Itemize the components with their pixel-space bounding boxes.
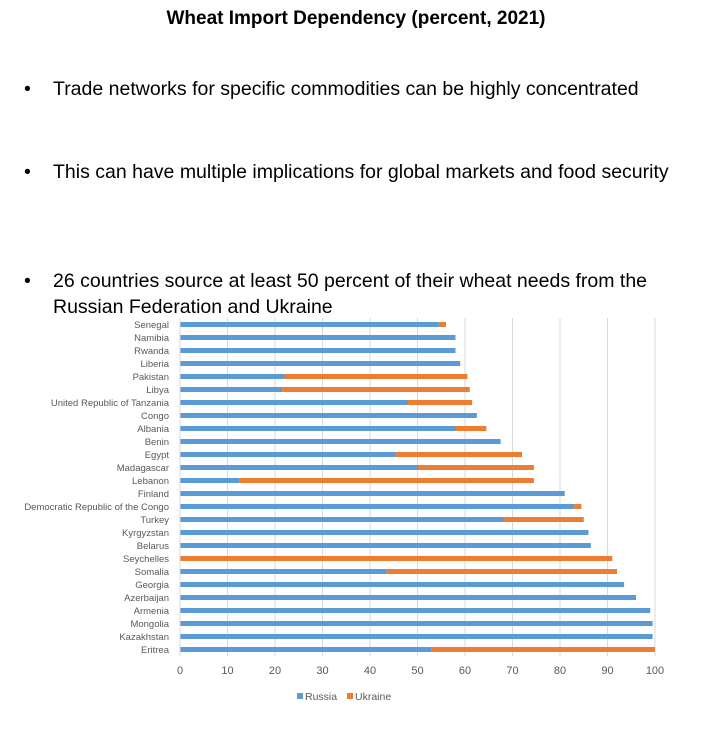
bar-russia: [180, 647, 432, 652]
bar-russia: [180, 465, 418, 470]
bar-ukraine: [396, 452, 522, 457]
bar-ukraine: [417, 465, 534, 470]
bar-russia: [180, 634, 653, 639]
bar-ukraine: [386, 569, 617, 574]
category-label: Kazakhstan: [119, 632, 169, 643]
x-tick-label: 90: [601, 665, 613, 677]
bar-ukraine: [455, 426, 487, 431]
bar-russia: [180, 491, 565, 496]
bullet-dot-icon: •: [24, 78, 31, 100]
x-tick-label: 50: [411, 665, 423, 677]
legend-swatch-ukraine: [347, 693, 353, 699]
bar-russia: [180, 400, 408, 405]
legend-label-ukraine: Ukraine: [355, 691, 391, 703]
bar-russia: [180, 543, 591, 548]
bar-ukraine: [282, 387, 470, 392]
bullet-text: This can have multiple implications for …: [53, 161, 669, 183]
category-label: Benin: [145, 437, 169, 448]
bullet-item: • 26 countries source at least 50 percent…: [22, 268, 692, 320]
category-label: Armenia: [134, 606, 170, 617]
bar-ukraine: [503, 517, 584, 522]
bar-russia: [180, 504, 575, 509]
bar-ukraine: [438, 322, 446, 327]
bar-russia: [180, 348, 456, 353]
bullet-list: • Trade networks for specific commodities…: [22, 76, 692, 318]
category-label: Turkey: [140, 515, 169, 526]
category-label: Seychelles: [123, 554, 169, 565]
category-label: Albania: [137, 424, 169, 435]
category-label: United Republic of Tanzania: [51, 398, 170, 409]
x-tick-label: 0: [177, 665, 183, 677]
bar-russia: [180, 569, 387, 574]
category-label: Madagascar: [117, 463, 169, 474]
category-label: Egypt: [145, 450, 170, 461]
bar-ukraine: [431, 647, 655, 652]
bar-russia: [180, 439, 501, 444]
category-label: Georgia: [135, 580, 170, 591]
x-tick-label: 20: [269, 665, 281, 677]
bar-russia: [180, 530, 589, 535]
bar-ukraine: [284, 374, 468, 379]
x-tick-label: 10: [221, 665, 233, 677]
bar-russia: [180, 595, 636, 600]
bullet-text: 26 countries source at least 50 percent …: [53, 270, 648, 318]
bullet-text: Trade networks for specific commodities …: [53, 78, 639, 100]
bar-russia: [180, 582, 625, 587]
category-label: Rwanda: [134, 346, 170, 357]
bar-russia: [180, 374, 285, 379]
bar-ukraine: [239, 478, 534, 483]
bar-russia: [180, 426, 456, 431]
category-label: Democratic Republic of the Congo: [24, 502, 169, 513]
bar-ukraine: [574, 504, 582, 509]
category-label: Azerbaijan: [124, 593, 169, 604]
page-title: Wheat Import Dependency (percent, 2021): [166, 8, 546, 29]
bar-ukraine: [408, 400, 473, 405]
bullet-dot-icon: •: [24, 270, 31, 292]
category-label: Congo: [141, 411, 169, 422]
x-tick-label: 60: [459, 665, 471, 677]
bullet-dot-icon: •: [24, 161, 31, 183]
bar-russia: [180, 478, 240, 483]
bar-russia: [180, 452, 397, 457]
category-label: Kyrgyzstan: [122, 528, 169, 539]
bullet-item: • This can have multiple implications for…: [22, 159, 692, 185]
bar-russia: [180, 621, 653, 626]
category-label: Senegal: [134, 320, 169, 331]
x-tick-label: 30: [316, 665, 328, 677]
category-label: Lebanon: [132, 476, 169, 487]
bullet-item: • Trade networks for specific commodities…: [22, 76, 692, 102]
x-tick-label: 100: [646, 665, 664, 677]
category-label: Eritrea: [141, 645, 170, 656]
legend-label-russia: Russia: [305, 691, 337, 703]
category-label: Pakistan: [133, 372, 169, 383]
legend-swatch-russia: [297, 693, 303, 699]
category-label: Finland: [138, 489, 169, 500]
category-label: Mongolia: [130, 619, 169, 630]
bar-russia: [180, 608, 651, 613]
x-tick-label: 40: [364, 665, 376, 677]
category-label: Libya: [146, 385, 169, 396]
category-label: Liberia: [140, 359, 169, 370]
category-label: Namibia: [134, 333, 170, 344]
bar-russia: [180, 335, 456, 340]
category-label: Somalia: [135, 567, 170, 578]
bar-russia: [180, 387, 283, 392]
wheat-import-chart: 0 10 20 30 40 50 60 70 80 90 100 Senegal Namibia Rwan…: [24, 318, 664, 703]
bar-russia: [180, 413, 477, 418]
bar-ukraine: [180, 556, 613, 561]
category-label: Belarus: [137, 541, 169, 552]
bar-russia: [180, 517, 503, 522]
bar-russia: [180, 361, 461, 366]
x-tick-label: 70: [506, 665, 518, 677]
x-tick-label: 80: [554, 665, 566, 677]
bar-russia: [180, 322, 439, 327]
